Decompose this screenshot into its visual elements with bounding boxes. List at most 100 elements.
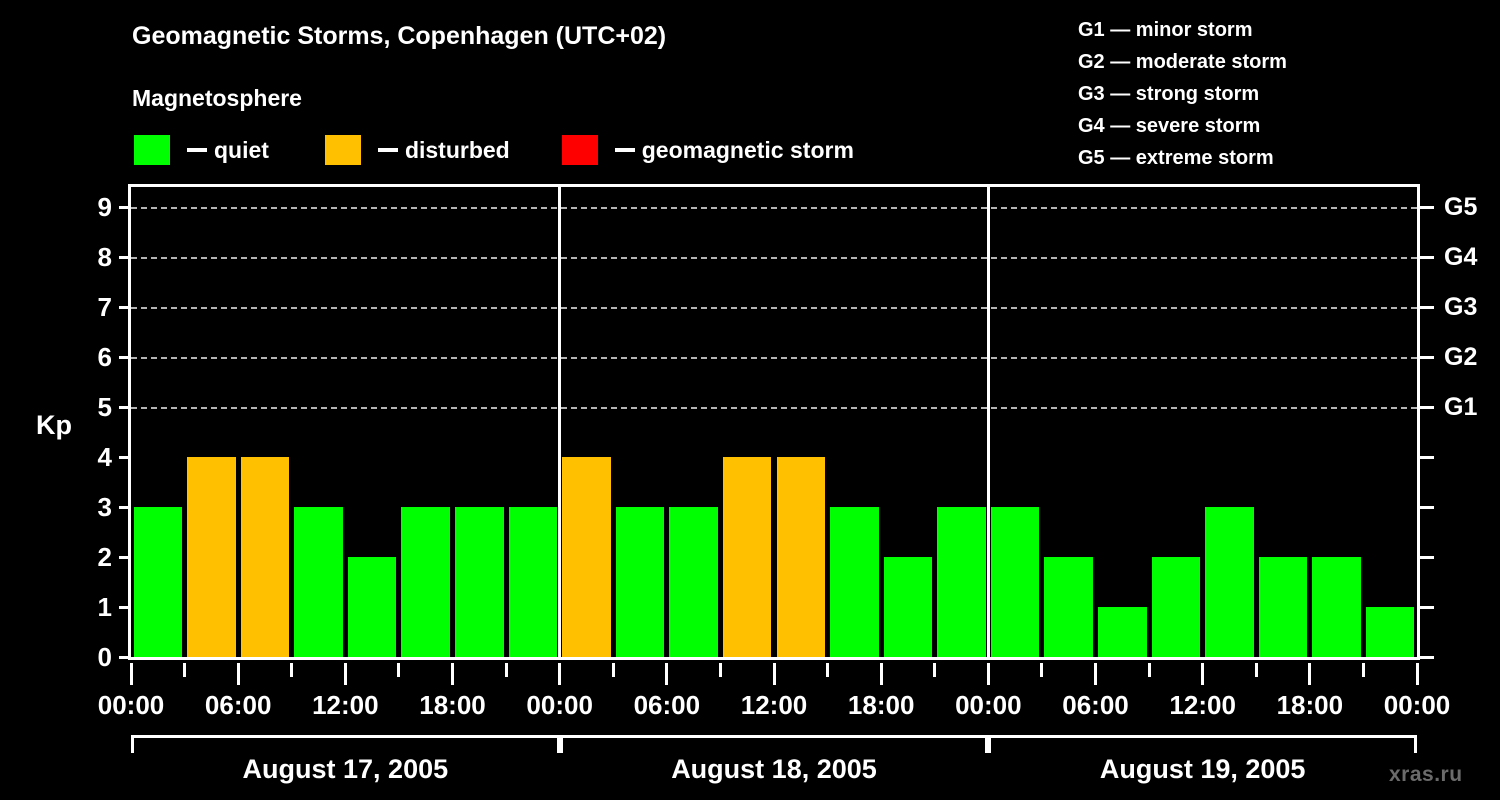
y-tick-label-9: 9	[97, 192, 112, 222]
g-legend-row-3: G3 — strong storm	[1078, 83, 1260, 105]
legend-dash-icon	[614, 148, 635, 152]
x-tick-major	[772, 663, 776, 685]
g-tick-mark	[1420, 406, 1434, 409]
x-tick-major	[558, 663, 562, 685]
g-tick-mark	[1420, 256, 1434, 259]
x-tick-minor	[290, 663, 294, 677]
g-tick-mark	[1420, 306, 1434, 309]
x-tick-minor	[826, 663, 830, 677]
y-tick-mark	[119, 306, 131, 309]
bar	[669, 507, 718, 657]
y-tick-label-4: 4	[97, 442, 112, 472]
day-divider	[986, 187, 990, 657]
x-tick-major	[986, 663, 990, 685]
y-tick-label-0: 0	[97, 642, 112, 672]
x-tick-minor	[183, 663, 187, 677]
gridline-kp-6	[131, 357, 1417, 359]
y-tick-label-8: 8	[97, 242, 112, 272]
bar	[347, 557, 397, 657]
x-tick-major	[1094, 663, 1097, 685]
g-tick-label-G1: G1	[1444, 393, 1478, 421]
x-tick-label: 00:00	[526, 690, 593, 720]
bar	[1098, 607, 1147, 657]
watermark: xras.ru	[1389, 763, 1463, 786]
g-tick-label-G3: G3	[1444, 293, 1478, 321]
g-tick-mark-minor	[1420, 656, 1434, 659]
legend-swatch-icon	[134, 135, 170, 165]
g-scale-legend: G1 — minor storm G2 — moderate storm G3 — …	[1078, 14, 1287, 174]
page-title: Geomagnetic Storms, Copenhagen (UTC+02)	[132, 22, 667, 50]
x-tick-major	[236, 663, 240, 685]
x-tick-label: 18:00	[847, 690, 915, 720]
legend-label: quiet	[214, 136, 269, 163]
y-tick-label-5: 5	[97, 392, 112, 422]
x-tick-major	[129, 663, 133, 685]
legend-entry-disturbed: disturbed	[324, 135, 510, 165]
g-tick-label-G5: G5	[1444, 193, 1478, 221]
g-tick-mark-minor	[1420, 456, 1434, 459]
x-tick-label: 12:00	[1169, 690, 1236, 720]
bar	[1312, 557, 1361, 657]
x-tick-major	[451, 663, 454, 685]
g-tick-mark	[1420, 206, 1434, 209]
plot-area	[128, 184, 1420, 660]
legend-entry-quiet: quiet	[134, 135, 269, 165]
date-bracket	[559, 735, 989, 753]
g-legend-row-5: G5 — extreme storm	[1078, 147, 1274, 169]
g-legend-row-1: G1 — minor storm	[1078, 19, 1253, 41]
x-tick-major	[879, 663, 883, 685]
x-tick-major	[665, 663, 669, 685]
x-tick-minor	[504, 663, 508, 677]
x-tick-minor	[1254, 663, 1258, 677]
g-tick-mark	[1420, 356, 1434, 359]
y-tick-mark	[119, 206, 131, 209]
bar	[883, 557, 933, 657]
g-legend-row-4: G4 — severe storm	[1078, 115, 1261, 137]
x-tick-major	[1308, 663, 1312, 685]
x-tick-minor	[1147, 663, 1151, 677]
bar	[722, 457, 772, 657]
g-legend-row-2: G2 — moderate storm	[1078, 51, 1287, 73]
bar	[937, 507, 986, 657]
y-tick-mark	[119, 256, 131, 259]
g-tick-mark-minor	[1420, 556, 1434, 559]
x-tick-minor	[611, 663, 615, 677]
legend-dash-icon	[377, 148, 398, 152]
bar	[401, 507, 450, 657]
date-label: August 17, 2005	[242, 754, 449, 784]
legend-label: disturbed	[404, 136, 510, 163]
x-tick-label: 12:00	[312, 690, 379, 720]
bar	[240, 457, 290, 657]
legend-swatch-icon	[561, 135, 598, 165]
bar	[562, 457, 611, 657]
y-tick-mark	[119, 456, 131, 459]
legend-dash-icon	[187, 148, 207, 152]
y-tick-mark	[119, 356, 131, 359]
x-tick-minor	[397, 663, 401, 677]
y-tick-label-1: 1	[97, 592, 112, 622]
gridline-kp-9	[131, 207, 1417, 209]
date-label: August 19, 2005	[1099, 754, 1306, 784]
day-divider	[558, 187, 562, 657]
x-tick-label: 00:00	[1383, 690, 1451, 720]
x-tick-major	[343, 663, 347, 685]
g-tick-mark-minor	[1420, 506, 1434, 509]
date-bracket	[131, 735, 560, 753]
color-legend: quiet disturbed geomagnetic storm	[134, 133, 854, 167]
x-tick-minor	[1040, 663, 1044, 677]
y-tick-label-3: 3	[97, 492, 112, 522]
y-tick-label-7: 7	[97, 292, 112, 322]
bar	[1151, 557, 1201, 657]
plot-inner	[131, 187, 1417, 657]
x-tick-label: 18:00	[419, 690, 486, 720]
x-tick-minor	[718, 663, 722, 677]
x-tick-minor	[1361, 663, 1365, 677]
legend-entry-geomagnetic-storm: geomagnetic storm	[561, 135, 854, 165]
date-bracket	[988, 735, 1417, 753]
x-tick-label: 12:00	[740, 690, 808, 720]
legend-label: geomagnetic storm	[641, 136, 854, 163]
g-tick-label-G4: G4	[1444, 243, 1478, 271]
bar	[776, 457, 826, 657]
chart-subtitle: Magnetosphere	[132, 85, 302, 111]
y-tick-mark	[119, 506, 131, 509]
